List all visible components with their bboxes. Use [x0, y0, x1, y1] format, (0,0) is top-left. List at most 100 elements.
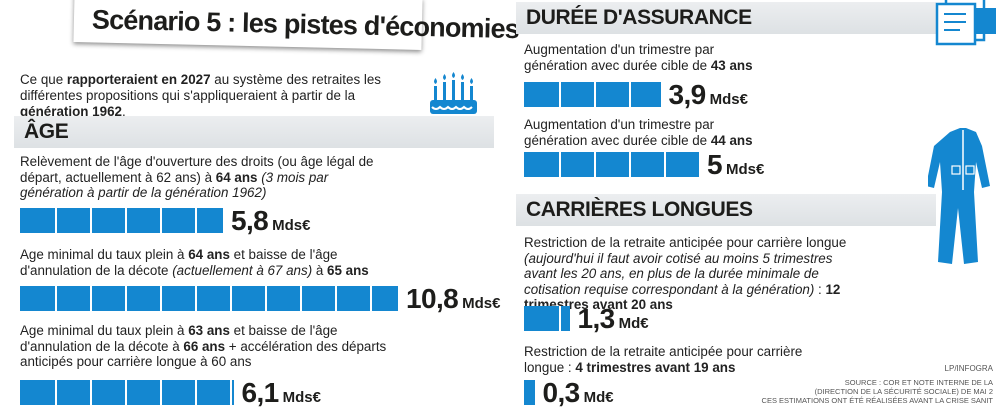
value-label: 6,1 Mds€ [242, 379, 321, 407]
description-fragment: Restriction de la retraite anticipée pou… [524, 344, 803, 375]
bar-divider [90, 286, 92, 311]
intro-part: au système des retraites les différentes… [20, 72, 381, 103]
section-band-duree: DURÉE D'ASSURANCE [516, 2, 936, 34]
value-label: 3,9 Mds€ [669, 81, 748, 109]
description-fragment: et baisse de l'âge d'annulation de la dé… [20, 247, 338, 278]
documents-icon [935, 0, 996, 46]
value-label: 10,8 Mds€ [406, 285, 500, 313]
description-fragment: 43 ans [710, 57, 753, 73]
intro-bold: génération 1962 [20, 104, 122, 119]
bar-divider [335, 286, 337, 311]
page-title: Scénario 5 : les pistes d'économies [91, 4, 520, 45]
section-title-duree: DURÉE D'ASSURANCE [526, 6, 752, 29]
value-unit: Mds€ [282, 389, 321, 406]
bar-divider [195, 380, 197, 405]
value-number: 1,3 [577, 303, 616, 334]
description-fragment: + accélération des départs anticipés pou… [20, 338, 387, 370]
bar-divider [629, 152, 631, 177]
item-description: Relèvement de l'âge d'ouverture des droi… [20, 154, 392, 201]
bar [20, 380, 234, 405]
description-fragment: (3 mois par génération à partir de la gé… [20, 169, 329, 201]
item-description: Restriction de la retraite anticipée pou… [524, 344, 824, 375]
description-fragment: Augmentation d'un trimestre par générati… [524, 117, 715, 148]
credit-brand: LP/INFOGRA [944, 364, 993, 373]
description-fragment: Age minimal du taux plein à [20, 247, 189, 262]
value-number: 10,8 [406, 283, 459, 314]
value-label: 1,3 Md€ [578, 305, 649, 333]
bar-divider [125, 380, 127, 405]
value-number: 5 [707, 149, 723, 180]
description-fragment: à [312, 262, 328, 278]
bar-divider [265, 286, 267, 311]
description-fragment: : [814, 281, 826, 297]
bar [524, 380, 535, 405]
value-label: 5 Mds€ [707, 151, 764, 179]
bar-divider [664, 152, 666, 177]
intro-bold: rapporteraient en 2027 [66, 72, 211, 87]
bar-divider [559, 306, 561, 331]
bar-divider [629, 82, 631, 107]
value-unit: Md€ [583, 389, 614, 406]
bar-divider [230, 380, 232, 405]
bar-divider [559, 82, 561, 107]
description-fragment: 64 ans [188, 247, 230, 262]
section-title-age: ÂGE [24, 120, 69, 143]
description-fragment: 66 ans [183, 338, 226, 354]
bar [524, 152, 699, 177]
credit-line: (DIRECTION DE LA SÉCURITÉ SOCIALE) DE MA… [814, 387, 993, 396]
bar [524, 306, 570, 331]
bar-divider [594, 82, 596, 107]
work-overalls-icon [928, 128, 990, 264]
bar-divider [370, 286, 372, 311]
bar-divider [594, 152, 596, 177]
bar-divider [160, 208, 162, 233]
intro-part: Ce que [20, 72, 67, 87]
bar-divider [55, 286, 57, 311]
description-fragment: (actuellement à 67 ans) [172, 262, 313, 278]
value-label: 5,8 Mds€ [231, 207, 310, 235]
value-label: 0,3 Md€ [543, 379, 614, 407]
bar-divider [160, 380, 162, 405]
value-number: 0,3 [542, 377, 581, 408]
item-description: Augmentation d'un trimestre par générati… [524, 117, 774, 148]
bar-divider [55, 380, 57, 405]
item-description: Restriction de la retraite anticipée pou… [524, 235, 854, 313]
bar-divider [300, 286, 302, 311]
credit-line: SOURCE : COR ET NOTE INTERNE DE LA [844, 378, 993, 387]
bar-divider [90, 380, 92, 405]
bar-divider [125, 208, 127, 233]
bar [20, 208, 223, 233]
description-fragment: 4 trimestres avant 19 ans [575, 359, 736, 375]
description-fragment: (aujourd'hui il faut avoir cotisé au moi… [524, 250, 833, 297]
description-fragment: 64 ans [215, 169, 258, 185]
bar-divider [160, 286, 162, 311]
value-unit: Mds€ [272, 217, 311, 234]
bar [20, 286, 398, 311]
bar-divider [125, 286, 127, 311]
value-number: 3,9 [668, 79, 707, 110]
credit-line: CES ESTIMATIONS ONT ÉTÉ RÉALISÉES AVANT … [761, 396, 993, 405]
value-unit: Mds€ [709, 91, 748, 108]
bar-divider [230, 286, 232, 311]
item-description: Augmentation d'un trimestre par générati… [524, 42, 774, 73]
value-unit: Mds€ [725, 161, 765, 178]
intro-text: Ce que rapporteraient en 2027 au système… [20, 72, 420, 120]
intro-part: . [121, 104, 126, 119]
description-fragment: et baisse de l'âge d'annulation de la dé… [20, 323, 338, 354]
item-description: Age minimal du taux plein à 64 ans et ba… [20, 247, 392, 278]
section-band-carrieres: CARRIÈRES LONGUES [516, 194, 936, 226]
description-fragment: 44 ans [710, 132, 753, 148]
bar-divider [195, 208, 197, 233]
description-fragment: Restriction de la retraite anticipée pou… [524, 235, 847, 250]
description-fragment: Augmentation d'un trimestre par générati… [524, 42, 715, 73]
bar-divider [90, 208, 92, 233]
value-number: 6,1 [241, 377, 280, 408]
bar [524, 82, 661, 107]
value-unit: Mds€ [462, 295, 501, 312]
value-unit: Md€ [618, 315, 649, 332]
description-fragment: Relèvement de l'âge d'ouverture des droi… [20, 154, 374, 185]
bar-divider [195, 286, 197, 311]
description-fragment: 65 ans [327, 262, 369, 278]
description-fragment: Age minimal du taux plein à [20, 323, 189, 338]
section-title-carrieres: CARRIÈRES LONGUES [526, 198, 753, 221]
